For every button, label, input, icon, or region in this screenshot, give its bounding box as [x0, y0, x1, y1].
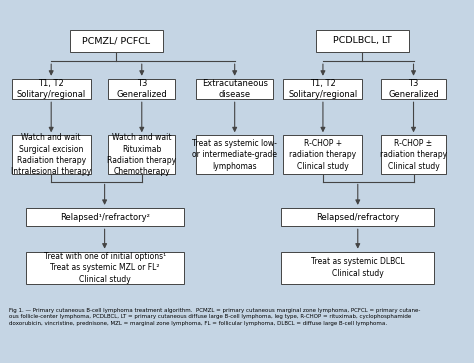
FancyBboxPatch shape: [283, 135, 363, 174]
Text: T1, T2
Solitary/regional: T1, T2 Solitary/regional: [288, 79, 357, 99]
FancyBboxPatch shape: [108, 79, 175, 99]
Text: Fig 1. — Primary cutaneous B-cell lymphoma treatment algorithm.  PCMZL = primary: Fig 1. — Primary cutaneous B-cell lympho…: [9, 308, 421, 326]
FancyBboxPatch shape: [108, 135, 175, 174]
Text: Treat with one of initial options¹
Treat as systemic MZL or FL²
Clinical study: Treat with one of initial options¹ Treat…: [44, 252, 166, 284]
Text: Treat as systemic DLBCL
Clinical study: Treat as systemic DLBCL Clinical study: [311, 257, 405, 278]
FancyBboxPatch shape: [26, 252, 183, 284]
Text: Watch and wait
Rituximab
Radiation therapy
Chemotherapy: Watch and wait Rituximab Radiation thera…: [107, 133, 176, 176]
Text: Extracutaneous
disease: Extracutaneous disease: [201, 79, 268, 99]
Text: T3
Generalized: T3 Generalized: [388, 79, 439, 99]
FancyBboxPatch shape: [381, 79, 446, 99]
Text: PCMZL/ PCFCL: PCMZL/ PCFCL: [82, 37, 150, 45]
FancyBboxPatch shape: [70, 30, 163, 52]
FancyBboxPatch shape: [316, 30, 409, 52]
FancyBboxPatch shape: [281, 208, 434, 226]
Text: Relapsed/refractory: Relapsed/refractory: [316, 213, 400, 221]
FancyBboxPatch shape: [12, 79, 91, 99]
Text: T3
Generalized: T3 Generalized: [117, 79, 167, 99]
Text: Relapsed¹/refractory²: Relapsed¹/refractory²: [60, 213, 150, 221]
FancyBboxPatch shape: [12, 135, 91, 174]
FancyBboxPatch shape: [196, 135, 273, 174]
Text: T1, T2
Solitary/regional: T1, T2 Solitary/regional: [17, 79, 86, 99]
FancyBboxPatch shape: [283, 79, 363, 99]
Text: PCDLBCL, LT: PCDLBCL, LT: [333, 37, 392, 45]
Text: R-CHOP ±
radiation therapy
Clinical study: R-CHOP ± radiation therapy Clinical stud…: [380, 139, 447, 171]
FancyBboxPatch shape: [196, 79, 273, 99]
FancyBboxPatch shape: [281, 252, 434, 284]
Text: R-CHOP +
radiation therapy
Clinical study: R-CHOP + radiation therapy Clinical stud…: [289, 139, 356, 171]
FancyBboxPatch shape: [381, 135, 446, 174]
Text: Treat as systemic low-
or intermediate-grade
lymphomas: Treat as systemic low- or intermediate-g…: [192, 139, 277, 171]
Text: Watch and wait
Surgical excision
Radiation therapy
Intralesional therapy: Watch and wait Surgical excision Radiati…: [11, 133, 91, 176]
FancyBboxPatch shape: [26, 208, 183, 226]
